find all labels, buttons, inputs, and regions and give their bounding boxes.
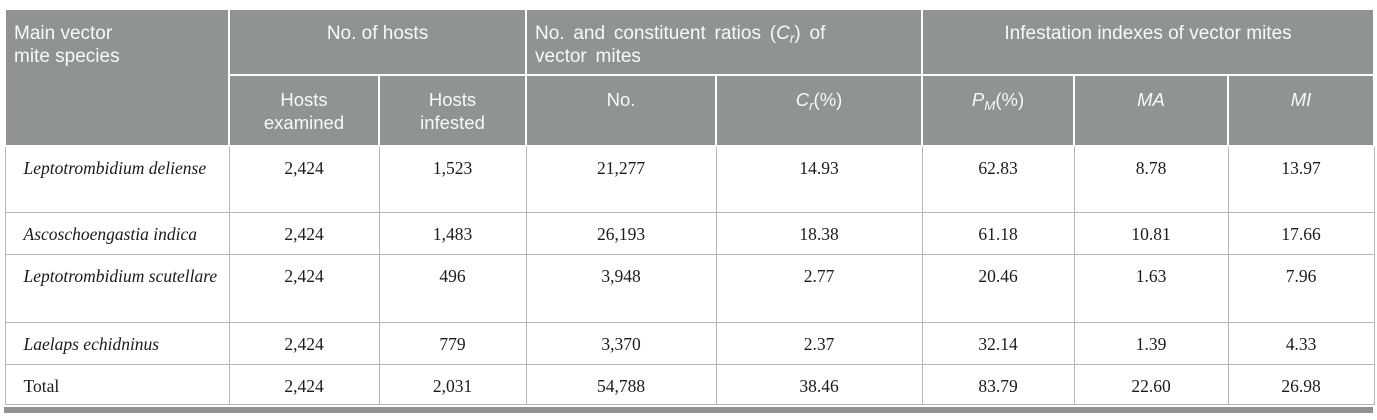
cr-cell: 2.37 bbox=[715, 321, 923, 365]
vector-mite-table-wrap: Main vector mite species No. of hosts No… bbox=[4, 7, 1376, 405]
table-header: Main vector mite species No. of hosts No… bbox=[4, 7, 1376, 148]
header-infestation-label: Infestation indexes of vector mites bbox=[1004, 23, 1292, 44]
mi-cell: 7.96 bbox=[1227, 253, 1375, 323]
vector-mite-table: Main vector mite species No. of hosts No… bbox=[4, 7, 1376, 405]
column-header-pm-percent: PM(%) bbox=[921, 74, 1076, 148]
column-header-ma: MA bbox=[1073, 74, 1230, 148]
pm-cell: 61.18 bbox=[921, 211, 1075, 255]
header-hosts-label: No. of hosts bbox=[326, 23, 429, 44]
ma-cell: 8.78 bbox=[1073, 145, 1229, 213]
table-row-laelaps-echidninus: Laelaps echidninus 2,424 779 3,370 2.37 … bbox=[4, 321, 1375, 365]
species-cell: Leptotrombidium scutellare bbox=[4, 253, 230, 323]
mi-cell: 4.33 bbox=[1227, 321, 1375, 365]
ma-cell: 22.60 bbox=[1073, 363, 1229, 405]
header-group-constituent-ratios: No. and constituent ratios (Cr) of vecto… bbox=[525, 7, 924, 77]
pm-cell: 20.46 bbox=[921, 253, 1075, 323]
mi-cell: 13.97 bbox=[1227, 145, 1375, 213]
table-body: Leptotrombidium deliense 2,424 1,523 21,… bbox=[4, 145, 1375, 405]
total-label-cell: Total bbox=[4, 363, 230, 405]
mi-cell: 17.66 bbox=[1227, 211, 1375, 255]
column-header-no: No. bbox=[525, 74, 718, 148]
mite-no-cell: 54,788 bbox=[525, 363, 717, 405]
header-species-label: Main vector mite species bbox=[14, 23, 120, 68]
cr-cell: 38.46 bbox=[715, 363, 923, 405]
hosts-infested-cell: 496 bbox=[378, 253, 527, 323]
hosts-infested-cell: 1,523 bbox=[378, 145, 527, 213]
hosts-examined-cell: 2,424 bbox=[228, 321, 380, 365]
species-cell: Laelaps echidninus bbox=[4, 321, 230, 365]
column-header-hosts-examined: Hosts examined bbox=[228, 74, 380, 148]
table-row-total: Total 2,424 2,031 54,788 38.46 83.79 22.… bbox=[4, 363, 1375, 405]
ma-cell: 1.39 bbox=[1073, 321, 1229, 365]
hosts-examined-cell: 2,424 bbox=[228, 253, 380, 323]
header-group-no-of-hosts: No. of hosts bbox=[227, 7, 528, 77]
cr-cell: 14.93 bbox=[715, 145, 923, 213]
pm-cell: 83.79 bbox=[921, 363, 1075, 405]
column-header-mi: MI bbox=[1227, 74, 1376, 148]
hosts-examined-cell: 2,424 bbox=[228, 211, 380, 255]
ma-cell: 1.63 bbox=[1073, 253, 1229, 323]
cr-cell: 18.38 bbox=[715, 211, 923, 255]
table-row-ascoschoengastia-indica: Ascoschoengastia indica 2,424 1,483 26,1… bbox=[4, 211, 1375, 255]
header-ratios-label: No. and constituent ratios (Cr) of vecto… bbox=[535, 23, 826, 68]
hosts-examined-cell: 2,424 bbox=[228, 145, 380, 213]
mite-no-cell: 3,370 bbox=[525, 321, 717, 365]
hosts-infested-cell: 1,483 bbox=[378, 211, 527, 255]
cr-cell: 2.77 bbox=[715, 253, 923, 323]
header-group-infestation-indexes: Infestation indexes of vector mites bbox=[921, 7, 1376, 77]
mite-no-cell: 26,193 bbox=[525, 211, 717, 255]
header-main-vector-mite-species: Main vector mite species bbox=[4, 7, 230, 148]
column-header-hosts-infested: Hosts infested bbox=[377, 74, 528, 148]
table-bottom-rule bbox=[4, 406, 1373, 413]
mite-no-cell: 3,948 bbox=[525, 253, 717, 323]
species-cell: Leptotrombidium deliense bbox=[4, 145, 230, 213]
pm-cell: 32.14 bbox=[921, 321, 1075, 365]
mite-no-cell: 21,277 bbox=[525, 145, 717, 213]
table-row-leptotrombidium-scutellare: Leptotrombidium scutellare 2,424 496 3,9… bbox=[4, 253, 1375, 323]
table-row-leptotrombidium-deliense: Leptotrombidium deliense 2,424 1,523 21,… bbox=[4, 145, 1375, 213]
ma-cell: 10.81 bbox=[1073, 211, 1229, 255]
hosts-examined-cell: 2,424 bbox=[228, 363, 380, 405]
pm-cell: 62.83 bbox=[921, 145, 1075, 213]
mi-cell: 26.98 bbox=[1227, 363, 1375, 405]
column-header-cr-percent: Cr(%) bbox=[715, 74, 924, 148]
hosts-infested-cell: 2,031 bbox=[378, 363, 527, 405]
hosts-infested-cell: 779 bbox=[378, 321, 527, 365]
species-cell: Ascoschoengastia indica bbox=[4, 211, 230, 255]
